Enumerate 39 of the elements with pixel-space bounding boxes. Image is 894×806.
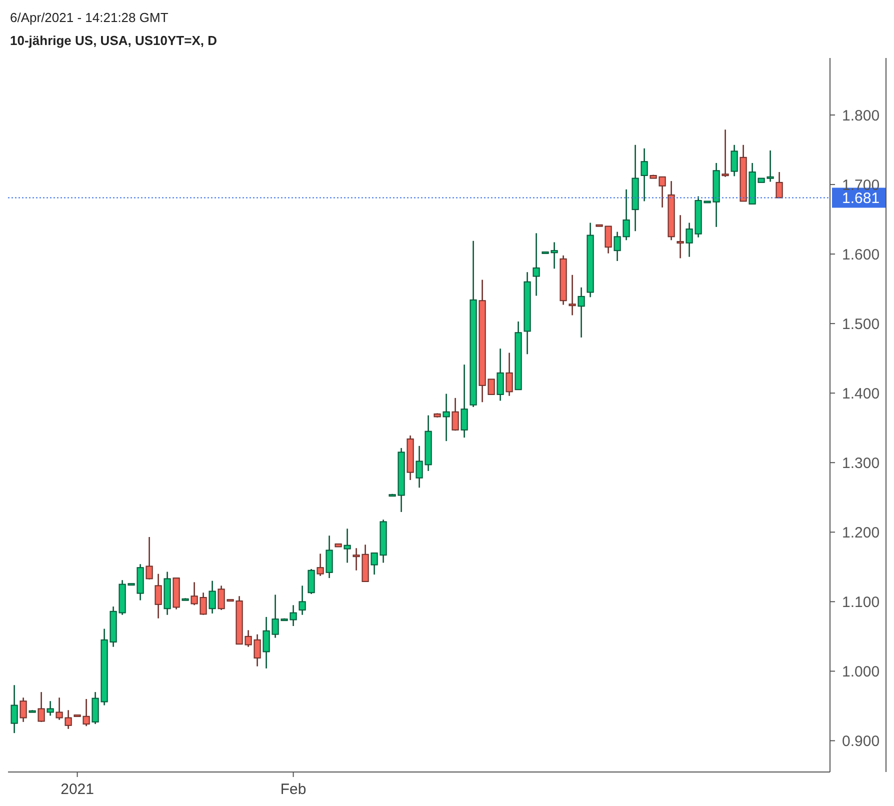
- candlestick: [506, 352, 513, 397]
- candlestick: [308, 568, 315, 595]
- y-tick-label: 1.400: [842, 386, 880, 403]
- candlestick: [298, 585, 306, 616]
- candlestick: [442, 393, 450, 442]
- candlestick: [46, 700, 54, 716]
- y-tick-label: 1.600: [842, 246, 880, 264]
- candlestick: [326, 534, 333, 579]
- text: 6/Apr/2021 - 14:21:28 GMT: [10, 10, 168, 25]
- candlestick: [578, 286, 585, 338]
- candlestick: [640, 148, 648, 202]
- candlestick: [460, 364, 468, 438]
- y-tick-label: 1.200: [842, 524, 880, 542]
- candlestick: [730, 144, 738, 177]
- candlestick: [776, 171, 783, 198]
- candlestick: [146, 536, 153, 580]
- candlestick: [20, 696, 27, 723]
- y-tick-label: 1.100: [842, 594, 880, 612]
- candlestick: [532, 232, 540, 296]
- candlestick: [10, 684, 18, 734]
- y-tick-label: 1.800: [842, 108, 880, 125]
- candlestick: [344, 528, 351, 564]
- x-tick-label: Feb: [280, 781, 306, 798]
- chart-title: 10-jährige US, USA, US10YT=X, D: [10, 33, 217, 48]
- y-tick-label: 1.500: [842, 316, 880, 334]
- candlestick: [496, 348, 504, 402]
- candlestick: [316, 553, 324, 577]
- y-tick-label: 1.000: [842, 664, 880, 681]
- candlestick: [722, 128, 729, 178]
- candlestick: [208, 580, 216, 614]
- candlestick: [568, 274, 576, 316]
- candlestick: [452, 397, 459, 432]
- candlestick: [154, 573, 162, 620]
- ref-line-label: 1.681: [842, 190, 880, 208]
- candlestick: [676, 214, 684, 259]
- candlestick: [38, 691, 45, 723]
- y-tick-label: 1.300: [842, 455, 880, 472]
- x-tick-label: 2021: [60, 781, 94, 798]
- y-tick-label: 0.900: [842, 733, 880, 750]
